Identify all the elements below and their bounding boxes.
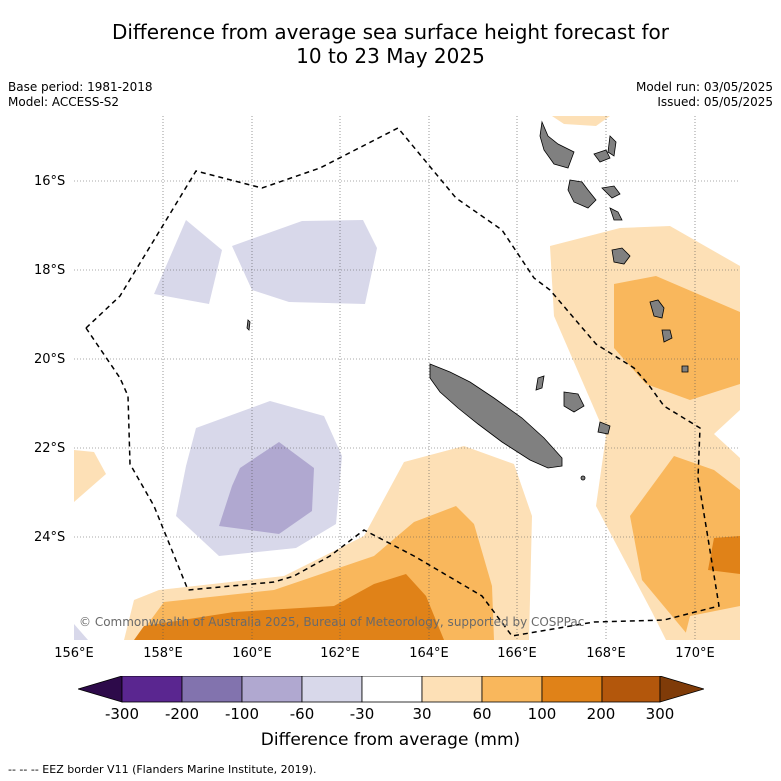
negative-anomaly-fill bbox=[74, 220, 377, 640]
positive-anomaly-fill bbox=[74, 116, 740, 640]
colorbar-bin-5 bbox=[361, 676, 423, 703]
map-svg bbox=[74, 116, 740, 640]
meta-right: Model run: 03/05/2025 Issued: 05/05/2025 bbox=[636, 80, 773, 110]
lat-label-22s: 22°S bbox=[34, 441, 66, 456]
eez-legend-note: -- -- -- EEZ border V11 (Flanders Marine… bbox=[8, 763, 317, 776]
map-panel bbox=[74, 116, 740, 640]
anomaly-region-orange-east bbox=[708, 536, 740, 574]
colorbar-tick: 200 bbox=[586, 705, 616, 723]
anomaly-region-light-orange-se bbox=[630, 456, 740, 640]
chesterfield-islet bbox=[246, 319, 251, 331]
vanuatu-north bbox=[593, 149, 611, 163]
loyalty-island-ouvea bbox=[535, 375, 545, 391]
vanuatu-pentecost bbox=[607, 135, 617, 157]
colorbar-label: Difference from average (mm) bbox=[260, 730, 521, 750]
colorbar-tick: 100 bbox=[527, 705, 557, 723]
vanuatu-efate bbox=[611, 247, 631, 265]
colorbar-extend-high bbox=[659, 676, 704, 703]
colorbar-tick: -200 bbox=[164, 705, 200, 723]
colorbar-bin-9 bbox=[601, 676, 661, 703]
lat-label-20s: 20°S bbox=[34, 352, 66, 367]
loyalty-island-mare bbox=[597, 421, 611, 435]
island-east-2 bbox=[661, 329, 673, 343]
title-line-1: Difference from average sea surface heig… bbox=[111, 20, 670, 44]
colorbar-tick: -100 bbox=[224, 705, 260, 723]
colorbar-bin-2 bbox=[181, 676, 243, 703]
eez-border bbox=[85, 127, 720, 637]
colorbar-tick: -300 bbox=[104, 705, 140, 723]
model-name: Model: ACCESS-S2 bbox=[8, 95, 120, 109]
vanuatu-epi bbox=[609, 207, 623, 221]
copyright-notice: © Commonwealth of Australia 2025, Bureau… bbox=[79, 615, 585, 629]
lon-label-160e: 160°E bbox=[232, 646, 272, 661]
loyalty-island-lifou bbox=[563, 391, 585, 413]
isle-of-pines bbox=[580, 475, 586, 481]
base-period: Base period: 1981-2018 bbox=[8, 80, 153, 94]
lat-label-16s: 16°S bbox=[34, 174, 66, 189]
lon-label-168e: 168°E bbox=[586, 646, 626, 661]
lat-label-18s: 18°S bbox=[34, 263, 66, 278]
meta-left: Base period: 1981-2018 Model: ACCESS-S2 bbox=[8, 80, 153, 110]
model-run: Model run: 03/05/2025 bbox=[635, 80, 773, 94]
lon-label-162e: 162°E bbox=[320, 646, 360, 661]
colorbar-bin-1 bbox=[121, 676, 183, 703]
lon-label-164e: 164°E bbox=[409, 646, 449, 661]
lat-label-24s: 24°S bbox=[34, 530, 66, 545]
colorbar-bin-3 bbox=[241, 676, 303, 703]
lon-label-166e: 166°E bbox=[497, 646, 537, 661]
colorbar-bin-6 bbox=[421, 676, 483, 703]
colorbar-bin-4 bbox=[301, 676, 363, 703]
title-line-2: 10 to 23 May 2025 bbox=[296, 44, 485, 68]
colorbar-tick: 30 bbox=[412, 705, 432, 723]
issued-date: Issued: 05/05/2025 bbox=[657, 95, 773, 109]
anomaly-region-peach-top bbox=[552, 116, 610, 126]
colorbar-extend-low bbox=[78, 676, 123, 703]
colorbar-tick: 60 bbox=[472, 705, 492, 723]
vanuatu-ambrym bbox=[601, 185, 621, 199]
colorbar-tick: -30 bbox=[349, 705, 375, 723]
anomaly-region-light-purple-2 bbox=[232, 220, 377, 304]
island-east-3 bbox=[681, 365, 689, 373]
anomaly-region-peach-west bbox=[74, 450, 106, 502]
anomaly-region-orange-se bbox=[684, 606, 740, 640]
anomaly-region-purple-core bbox=[219, 442, 314, 534]
eez-border-west bbox=[85, 327, 121, 379]
new-caledonia-island bbox=[429, 363, 563, 469]
lon-label-158e: 158°E bbox=[143, 646, 183, 661]
colorbar-tick: -60 bbox=[289, 705, 315, 723]
colorbar bbox=[78, 676, 704, 703]
land bbox=[246, 120, 689, 481]
lon-label-170e: 170°E bbox=[675, 646, 715, 661]
colorbar-bin-8 bbox=[541, 676, 603, 703]
graticule bbox=[74, 116, 740, 640]
colorbar-bin-7 bbox=[481, 676, 543, 703]
anomaly-region-light-purple-4 bbox=[74, 624, 88, 640]
vanuatu-malakula bbox=[567, 179, 597, 209]
colorbar-tick: 300 bbox=[645, 705, 675, 723]
anomaly-region-light-purple-1 bbox=[154, 220, 222, 304]
chart-title: Difference from average sea surface heig… bbox=[0, 20, 781, 68]
vanuatu-espiritu-santo bbox=[539, 120, 575, 169]
anomaly-region-orange-south bbox=[134, 574, 444, 640]
anomaly-region-light-orange-east bbox=[614, 276, 740, 400]
matthew-island-area bbox=[649, 299, 665, 319]
lon-label-156e: 156°E bbox=[54, 646, 94, 661]
